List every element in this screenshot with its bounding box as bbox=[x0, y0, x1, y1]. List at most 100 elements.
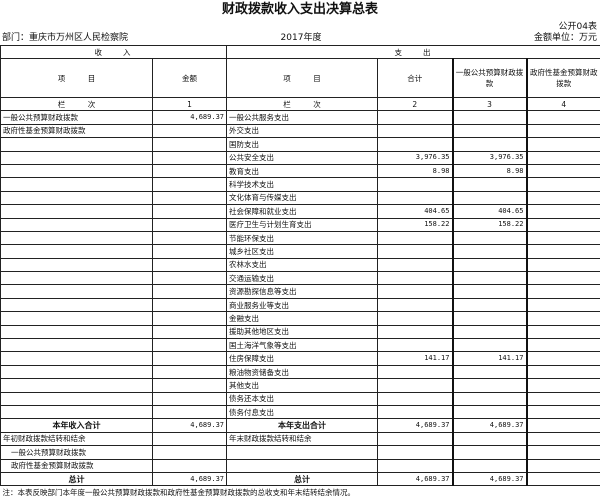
expense-total bbox=[378, 446, 453, 459]
income-amount bbox=[153, 379, 227, 392]
income-amount bbox=[153, 258, 227, 271]
expense-general bbox=[453, 312, 527, 325]
income-item bbox=[1, 205, 153, 218]
expense-general: 3,976.35 bbox=[453, 151, 527, 164]
expense-total bbox=[378, 405, 453, 418]
expense-fund bbox=[527, 231, 600, 244]
income-item bbox=[1, 258, 153, 271]
expense-total: 4,689.37 bbox=[378, 419, 453, 432]
income-item: 一般公共预算财政拨款 bbox=[1, 111, 153, 124]
expense-general bbox=[453, 446, 527, 459]
expense-item: 公共安全支出 bbox=[227, 151, 378, 164]
income-amount bbox=[153, 392, 227, 405]
header-amount: 金额 bbox=[153, 59, 227, 98]
table-row: 节能环保支出 bbox=[1, 231, 600, 244]
expense-fund bbox=[527, 365, 600, 378]
table-row: 科学技术支出 bbox=[1, 178, 600, 191]
department: 部门：重庆市万州区人民检察院 bbox=[2, 32, 128, 45]
expense-fund bbox=[527, 124, 600, 137]
expense-fund bbox=[527, 164, 600, 177]
expense-item: 教育支出 bbox=[227, 164, 378, 177]
expense-general bbox=[453, 298, 527, 311]
expense-fund bbox=[527, 472, 600, 485]
expense-total bbox=[378, 325, 453, 338]
income-amount bbox=[153, 339, 227, 352]
expense-general: 4,689.37 bbox=[453, 472, 527, 485]
income-item bbox=[1, 285, 153, 298]
expense-general: 158.22 bbox=[453, 218, 527, 231]
income-item bbox=[1, 151, 153, 164]
summary-table: 收 入 支 出 项 目 金额 项 目 合计 一般公共预算财政拨款 政府性基金预算… bbox=[0, 45, 600, 499]
income-item bbox=[1, 138, 153, 151]
expense-total bbox=[378, 365, 453, 378]
expense-item: 债务付息支出 bbox=[227, 405, 378, 418]
income-item bbox=[1, 272, 153, 285]
income-amount bbox=[153, 138, 227, 151]
expense-fund bbox=[527, 352, 600, 365]
expense-item: 债务还本支出 bbox=[227, 392, 378, 405]
table-row: 城乡社区支出 bbox=[1, 245, 600, 258]
expense-fund bbox=[527, 379, 600, 392]
table-row: 政府性基金预算财政拨款 bbox=[1, 459, 600, 472]
expense-fund bbox=[527, 111, 600, 124]
income-item: 一般公共预算财政拨款 bbox=[1, 446, 153, 459]
income-amount bbox=[153, 459, 227, 472]
expense-general bbox=[453, 245, 527, 258]
expense-fund bbox=[527, 459, 600, 472]
expense-total bbox=[378, 312, 453, 325]
expense-total: 404.65 bbox=[378, 205, 453, 218]
column-index-4: 4 bbox=[527, 98, 600, 111]
expense-item bbox=[227, 459, 378, 472]
income-item bbox=[1, 218, 153, 231]
expense-total bbox=[378, 272, 453, 285]
expense-fund bbox=[527, 312, 600, 325]
expense-item: 国土海洋气象等支出 bbox=[227, 339, 378, 352]
income-amount bbox=[153, 151, 227, 164]
expense-total bbox=[378, 111, 453, 124]
income-amount: 4,689.37 bbox=[153, 419, 227, 432]
header-fund: 政府性基金预算财政拨款 bbox=[527, 59, 600, 98]
table-row: 国土海洋气象等支出 bbox=[1, 339, 600, 352]
expense-fund bbox=[527, 432, 600, 445]
table-row: 年初财政拨款结转和结余年末财政拨款结转和结余 bbox=[1, 432, 600, 445]
income-item: 本年收入合计 bbox=[1, 419, 153, 432]
expense-total bbox=[378, 178, 453, 191]
expense-item: 外交支出 bbox=[227, 124, 378, 137]
expense-item: 交通运输支出 bbox=[227, 272, 378, 285]
table-row: 粮油物资储备支出 bbox=[1, 365, 600, 378]
table-row: 文化体育与传媒支出 bbox=[1, 191, 600, 204]
income-item bbox=[1, 298, 153, 311]
expense-general: 141.17 bbox=[453, 352, 527, 365]
expense-general bbox=[453, 124, 527, 137]
expense-fund bbox=[527, 245, 600, 258]
table-row: 金融支出 bbox=[1, 312, 600, 325]
expense-fund bbox=[527, 285, 600, 298]
column-index-2: 2 bbox=[378, 98, 453, 111]
expense-general bbox=[453, 111, 527, 124]
expense-fund bbox=[527, 258, 600, 271]
expense-item: 住房保障支出 bbox=[227, 352, 378, 365]
expense-item: 本年支出合计 bbox=[227, 419, 378, 432]
expense-general bbox=[453, 191, 527, 204]
income-amount bbox=[153, 191, 227, 204]
income-item bbox=[1, 339, 153, 352]
expense-general bbox=[453, 325, 527, 338]
expense-fund bbox=[527, 272, 600, 285]
expense-item: 城乡社区支出 bbox=[227, 245, 378, 258]
income-amount bbox=[153, 178, 227, 191]
income-amount bbox=[153, 365, 227, 378]
table-row: 债务还本支出 bbox=[1, 392, 600, 405]
expense-general bbox=[453, 405, 527, 418]
expense-general bbox=[453, 258, 527, 271]
income-amount bbox=[153, 352, 227, 365]
expense-total bbox=[378, 231, 453, 244]
income-amount bbox=[153, 218, 227, 231]
income-amount: 4,689.37 bbox=[153, 472, 227, 485]
income-item bbox=[1, 325, 153, 338]
expense-total bbox=[378, 258, 453, 271]
expense-general bbox=[453, 432, 527, 445]
